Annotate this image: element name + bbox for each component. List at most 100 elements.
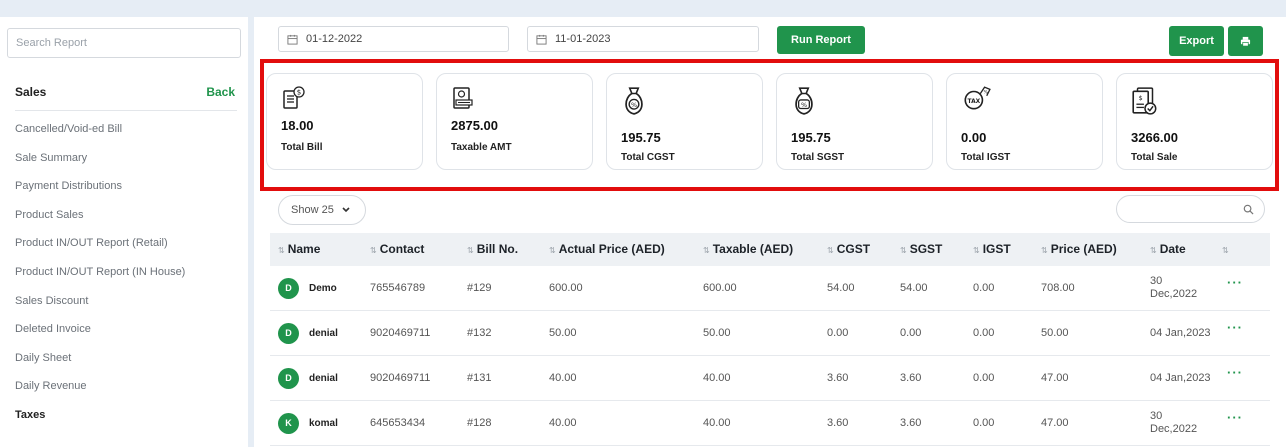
tax-tag-icon: TAX% bbox=[964, 86, 991, 110]
column-header-price[interactable]: ⇅ Price (AED) bbox=[1041, 242, 1117, 256]
column-header-date[interactable]: ⇅ Date bbox=[1150, 242, 1186, 256]
cell-sgst: 3.60 bbox=[900, 417, 922, 429]
bill-icon: $ bbox=[283, 86, 305, 109]
more-actions-button[interactable]: ··· bbox=[1227, 364, 1243, 380]
card-value: 3266.00 bbox=[1131, 130, 1178, 145]
card-total-bill: $ 18.00 Total Bill bbox=[266, 73, 423, 170]
sidebar-item-product-inout-retail[interactable]: Product IN/OUT Report (Retail) bbox=[15, 237, 168, 250]
sidebar-item-sales-discount[interactable]: Sales Discount bbox=[15, 294, 89, 307]
sort-icon: ⇅ bbox=[278, 246, 285, 255]
cell-contact: 9020469711 bbox=[370, 327, 431, 339]
avatar: K bbox=[278, 412, 299, 434]
cell-price: 47.00 bbox=[1041, 372, 1069, 384]
sort-icon: ⇅ bbox=[900, 246, 907, 255]
sort-icon: ⇅ bbox=[467, 246, 474, 255]
column-header-contact[interactable]: ⇅ Contact bbox=[370, 242, 425, 256]
cell-actual-price: 50.00 bbox=[549, 327, 577, 339]
cell-bill-no: #128 bbox=[467, 417, 492, 429]
column-header-cgst[interactable]: ⇅ CGST bbox=[827, 242, 871, 256]
card-label: Total Sale bbox=[1131, 152, 1178, 163]
print-button[interactable] bbox=[1228, 26, 1263, 56]
sidebar-item-cancelled-bill[interactable]: Cancelled/Void-ed Bill bbox=[15, 123, 123, 135]
report-main: 01-12-2022 11-01-2023 Run Report Export … bbox=[254, 17, 1286, 447]
column-header-igst[interactable]: ⇅ IGST bbox=[973, 242, 1011, 256]
cell-contact: 645653434 bbox=[370, 417, 426, 429]
sidebar-item-daily-revenue[interactable]: Daily Revenue bbox=[15, 380, 87, 393]
cell-taxable: 600.00 bbox=[703, 282, 737, 294]
sort-icon: ⇅ bbox=[1041, 246, 1048, 255]
cell-igst: 0.00 bbox=[973, 372, 995, 384]
more-actions-button[interactable]: ··· bbox=[1227, 409, 1243, 425]
svg-text:%: % bbox=[631, 101, 637, 109]
avatar: D bbox=[278, 277, 299, 299]
card-value: 2875.00 bbox=[451, 118, 498, 133]
cell-price: 50.00 bbox=[1041, 327, 1069, 339]
cell-date: 30 Dec,2022 bbox=[1150, 410, 1198, 435]
report-sidebar: Sales Back Cancelled/Void-ed Bill Sale S… bbox=[0, 17, 248, 447]
card-value: 0.00 bbox=[961, 130, 987, 145]
cell-cgst: 3.60 bbox=[827, 372, 849, 384]
sidebar-item-payment-distributions[interactable]: Payment Distributions bbox=[15, 180, 122, 193]
card-value: 195.75 bbox=[621, 130, 661, 145]
more-actions-button[interactable]: ··· bbox=[1227, 319, 1243, 335]
sidebar-item-taxes[interactable]: Taxes bbox=[15, 408, 46, 421]
table-search-input[interactable] bbox=[1116, 195, 1265, 223]
date-to-field[interactable]: 11-01-2023 bbox=[527, 26, 759, 52]
table-header: ⇅ Name ⇅ Contact ⇅ Bill No. ⇅ Actual Price (… bbox=[270, 233, 1270, 266]
column-header-name[interactable]: ⇅ Name bbox=[278, 242, 321, 256]
summary-highlight-box bbox=[260, 59, 1279, 191]
sidebar-item-product-sales[interactable]: Product Sales bbox=[15, 208, 84, 221]
card-value: 18.00 bbox=[281, 118, 314, 133]
money-bag-icon: % bbox=[625, 87, 643, 115]
export-button[interactable]: Export bbox=[1169, 26, 1224, 56]
card-total-cgst: % 195.75 Total CGST bbox=[606, 73, 763, 170]
card-label: Total SGST bbox=[791, 152, 845, 163]
column-header-bill-no[interactable]: ⇅ Bill No. bbox=[467, 242, 519, 256]
cell-contact: 765546789 bbox=[370, 282, 426, 294]
sidebar-item-product-inout-inhouse[interactable]: Product IN/OUT Report (IN House) bbox=[15, 265, 186, 278]
avatar: D bbox=[278, 367, 299, 389]
search-report-input[interactable] bbox=[7, 28, 241, 58]
cell-taxable: 40.00 bbox=[703, 372, 731, 384]
sidebar-item-deleted-invoice[interactable]: Deleted Invoice bbox=[15, 323, 91, 336]
cell-sgst: 0.00 bbox=[900, 327, 922, 339]
cell-sgst: 3.60 bbox=[900, 372, 922, 384]
run-report-button[interactable]: Run Report bbox=[777, 26, 865, 54]
card-total-sgst: % 195.75 Total SGST bbox=[776, 73, 933, 170]
card-label: Taxable AMT bbox=[451, 142, 512, 153]
svg-text:$: $ bbox=[297, 89, 301, 97]
calendar-icon bbox=[287, 34, 298, 45]
sidebar-title: Sales bbox=[15, 85, 47, 99]
cell-bill-no: #129 bbox=[467, 282, 492, 294]
cell-cgst: 0.00 bbox=[827, 327, 849, 339]
column-header-sgst[interactable]: ⇅ SGST bbox=[900, 242, 943, 256]
cell-igst: 0.00 bbox=[973, 327, 995, 339]
cell-bill-no: #131 bbox=[467, 372, 492, 384]
more-actions-button[interactable]: ··· bbox=[1227, 274, 1243, 290]
cell-actual-price: 40.00 bbox=[549, 372, 577, 384]
svg-text:%: % bbox=[984, 90, 988, 96]
show-entries-value: Show 25 bbox=[291, 204, 334, 216]
back-link[interactable]: Back bbox=[206, 85, 235, 99]
column-header-actual-price[interactable]: ⇅ Actual Price (AED) bbox=[549, 242, 665, 256]
card-total-igst: TAX% 0.00 Total IGST bbox=[946, 73, 1103, 170]
sort-icon: ⇅ bbox=[370, 246, 377, 255]
sort-icon: ⇅ bbox=[703, 246, 710, 255]
sort-icon: ⇅ bbox=[1222, 246, 1229, 255]
printer-icon bbox=[1240, 36, 1251, 46]
sidebar-header: Sales Back bbox=[15, 85, 235, 99]
svg-text:$: $ bbox=[1139, 94, 1143, 102]
receipt-icon bbox=[453, 87, 473, 109]
card-label: Total CGST bbox=[621, 152, 675, 163]
sidebar-item-sale-summary[interactable]: Sale Summary bbox=[15, 151, 88, 164]
column-header-taxable[interactable]: ⇅ Taxable (AED) bbox=[703, 242, 794, 256]
sidebar-item-daily-sheet[interactable]: Daily Sheet bbox=[15, 351, 72, 364]
date-from-field[interactable]: 01-12-2022 bbox=[278, 26, 509, 52]
cell-price: 708.00 bbox=[1041, 282, 1075, 294]
show-entries-select[interactable]: Show 25 bbox=[278, 195, 366, 225]
